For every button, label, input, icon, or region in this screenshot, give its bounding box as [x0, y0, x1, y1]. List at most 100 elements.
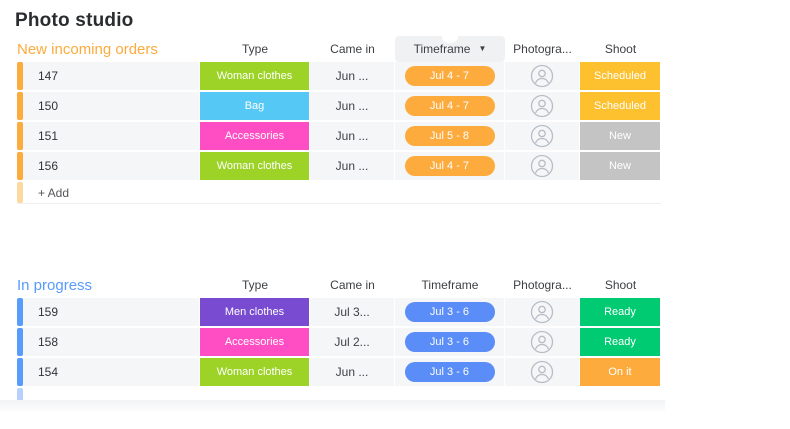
photographer-cell[interactable] [505, 62, 580, 90]
group-color-bar [17, 328, 23, 356]
person-avatar-icon [530, 330, 554, 354]
group-color-bar [17, 92, 23, 120]
item-name-cell[interactable]: 158 [17, 328, 200, 356]
group-color-bar [17, 388, 23, 400]
timeframe-cell[interactable]: Jul 4 - 7 [395, 92, 505, 120]
timeframe-cell[interactable]: Jul 3 - 6 [395, 358, 505, 386]
item-name-cell[interactable]: 154 [17, 358, 200, 386]
item-name-cell[interactable]: 151 [17, 122, 200, 150]
group-color-bar [17, 298, 23, 326]
type-cell[interactable]: Men clothes [200, 298, 310, 326]
column-header-came-in[interactable]: Came in [330, 42, 375, 56]
group-color-bar [17, 182, 23, 203]
group-color-bar [17, 358, 23, 386]
chevron-down-icon[interactable]: ▼ [478, 44, 487, 53]
column-header-shoot[interactable]: Shoot [604, 278, 637, 292]
group-header: New incoming orders Type Came in Timefra… [17, 31, 661, 62]
item-name: 151 [38, 129, 59, 143]
photographer-cell[interactable] [505, 122, 580, 150]
column-header-photographer[interactable]: Photogra... [513, 278, 572, 292]
item-name: 158 [38, 335, 59, 349]
came-in-cell[interactable]: Jun ... [310, 358, 395, 386]
timeframe-cell[interactable]: Jul 3 - 6 [395, 328, 505, 356]
type-cell[interactable]: Woman clothes [200, 62, 310, 90]
timeframe-cell[interactable]: Jul 3 - 6 [395, 298, 505, 326]
item-name-cell[interactable]: 147 [17, 62, 200, 90]
timeframe-pill[interactable]: Jul 4 - 7 [404, 66, 495, 86]
column-header-type[interactable]: Type [241, 278, 268, 292]
timeframe-pill[interactable]: Jul 3 - 6 [404, 302, 495, 322]
came-in-cell[interactable]: Jun ... [310, 92, 395, 120]
add-item-row[interactable]: + Add [17, 182, 661, 204]
shoot-status-cell[interactable]: New [580, 122, 661, 150]
shoot-status-cell[interactable]: Ready [580, 328, 661, 356]
group-in-progress: In progress Type Came in Timeframe Photo… [17, 272, 661, 400]
add-item-row-cropped[interactable] [17, 388, 661, 400]
type-cell[interactable]: Bag [200, 92, 310, 120]
timeframe-pill[interactable]: Jul 4 - 7 [404, 96, 495, 116]
timeframe-cell[interactable]: Jul 5 - 8 [395, 122, 505, 150]
photographer-cell[interactable] [505, 298, 580, 326]
shoot-status-cell[interactable]: On it [580, 358, 661, 386]
timeframe-pill[interactable]: Jul 3 - 6 [404, 362, 495, 382]
board-bottom-fade [0, 400, 665, 414]
column-header-came-in[interactable]: Came in [330, 278, 375, 292]
shoot-status-cell[interactable]: Scheduled [580, 92, 661, 120]
group-color-bar [17, 152, 23, 180]
group-spacer [17, 204, 661, 268]
table-row: 151 Accessories Jun ... Jul 5 - 8 New [17, 122, 661, 150]
came-in-cell[interactable]: Jun ... [310, 152, 395, 180]
person-avatar-icon [530, 300, 554, 324]
table-row: 147 Woman clothes Jun ... Jul 4 - 7 Sche… [17, 62, 661, 90]
table-row: 154 Woman clothes Jun ... Jul 3 - 6 On i… [17, 358, 661, 386]
item-name: 159 [38, 305, 59, 319]
person-avatar-icon [530, 360, 554, 384]
item-name: 147 [38, 69, 59, 83]
item-name: 156 [38, 159, 59, 173]
item-name-cell[interactable]: 156 [17, 152, 200, 180]
item-name: 150 [38, 99, 59, 113]
timeframe-pill[interactable]: Jul 5 - 8 [404, 126, 495, 146]
column-header-timeframe[interactable]: Timeframe ▼ [395, 31, 505, 62]
group-title[interactable]: New incoming orders [17, 40, 158, 58]
page-title[interactable]: Photo studio [15, 10, 134, 31]
group-color-bar [17, 62, 23, 90]
board: New incoming orders Type Came in Timefra… [0, 31, 665, 414]
photographer-cell[interactable] [505, 152, 580, 180]
type-cell[interactable]: Woman clothes [200, 152, 310, 180]
timeframe-cell[interactable]: Jul 4 - 7 [395, 152, 505, 180]
column-header-timeframe-label: Timeframe [413, 42, 471, 56]
table-row: 156 Woman clothes Jun ... Jul 4 - 7 New [17, 152, 661, 180]
person-avatar-icon [530, 154, 554, 178]
type-cell[interactable]: Woman clothes [200, 358, 310, 386]
column-header-photographer[interactable]: Photogra... [513, 42, 572, 56]
table-row: 159 Men clothes Jul 3... Jul 3 - 6 Ready [17, 298, 661, 326]
shoot-status-cell[interactable]: Ready [580, 298, 661, 326]
photographer-cell[interactable] [505, 92, 580, 120]
photographer-cell[interactable] [505, 358, 580, 386]
type-cell[interactable]: Accessories [200, 122, 310, 150]
column-header-shoot[interactable]: Shoot [604, 42, 637, 56]
came-in-cell[interactable]: Jul 2... [310, 328, 395, 356]
timeframe-pill[interactable]: Jul 3 - 6 [404, 332, 495, 352]
came-in-cell[interactable]: Jun ... [310, 122, 395, 150]
came-in-cell[interactable]: Jul 3... [310, 298, 395, 326]
column-header-type[interactable]: Type [241, 42, 268, 56]
person-avatar-icon [530, 124, 554, 148]
type-cell[interactable]: Accessories [200, 328, 310, 356]
timeframe-cell[interactable]: Jul 4 - 7 [395, 62, 505, 90]
item-name: 154 [38, 365, 59, 379]
timeframe-pill[interactable]: Jul 4 - 7 [404, 156, 495, 176]
item-name-cell[interactable]: 150 [17, 92, 200, 120]
table-row: 150 Bag Jun ... Jul 4 - 7 Scheduled [17, 92, 661, 120]
group-title[interactable]: In progress [17, 276, 93, 294]
photographer-cell[interactable] [505, 328, 580, 356]
item-name-cell[interactable]: 159 [17, 298, 200, 326]
column-drag-notch [442, 31, 458, 43]
came-in-cell[interactable]: Jun ... [310, 62, 395, 90]
person-avatar-icon [530, 64, 554, 88]
table-row: 158 Accessories Jul 2... Jul 3 - 6 Ready [17, 328, 661, 356]
shoot-status-cell[interactable]: New [580, 152, 661, 180]
shoot-status-cell[interactable]: Scheduled [580, 62, 661, 90]
column-header-timeframe[interactable]: Timeframe [421, 278, 479, 292]
